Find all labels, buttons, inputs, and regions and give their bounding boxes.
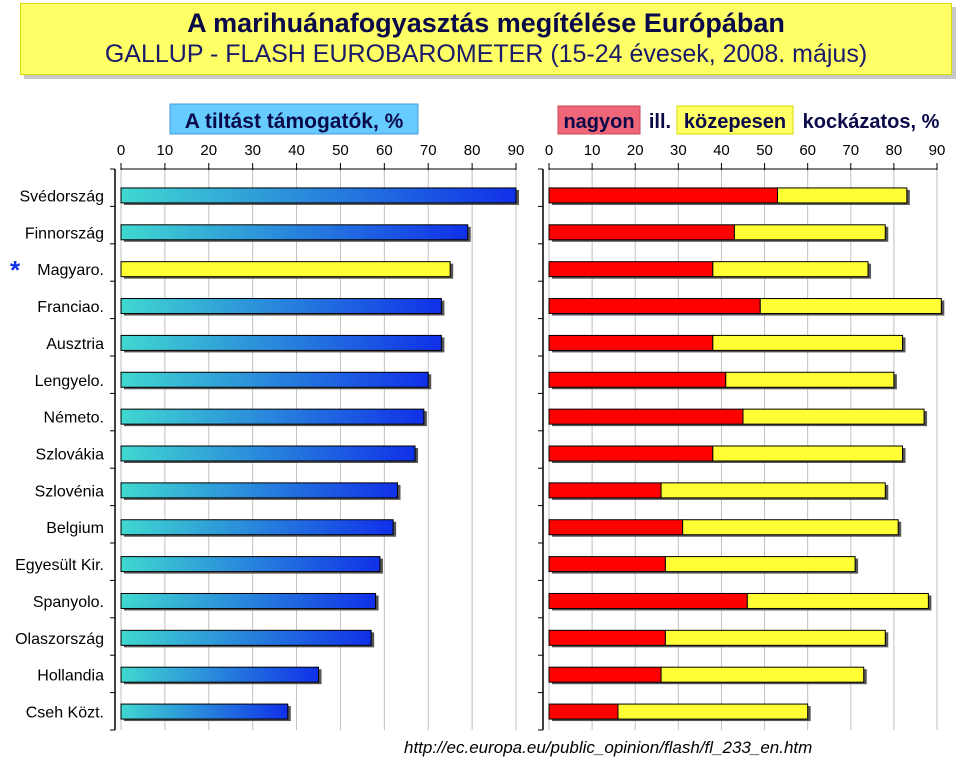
ban-tick-label: 0 (117, 142, 125, 159)
risk-bar-very (548, 298, 761, 315)
ban-bar (120, 371, 429, 388)
ban-bar (120, 334, 442, 351)
ban-bar (120, 703, 289, 720)
ban-support-chart: 0 10 20 30 40 50 60 70 80 90 A tiltást támogatók, … (110, 103, 525, 731)
highlight-asterisk: * (10, 255, 21, 285)
risk-bar-moderately (742, 408, 925, 425)
risk-title-or: ill. (649, 111, 671, 133)
risk-bar-very (548, 445, 714, 462)
ban-bar (120, 187, 517, 204)
ban-tick-label: 90 (508, 142, 525, 159)
risk-bar-very (548, 556, 666, 573)
country-label: Németo. (44, 410, 104, 427)
ban-title-group: A tiltást támogatók, % (169, 103, 419, 135)
ban-tick-label: 40 (288, 142, 305, 159)
ban-bar (120, 666, 319, 683)
risk-tick-label: 50 (756, 142, 773, 159)
ban-tick-label: 10 (157, 142, 174, 159)
country-label: Lengyelo. (35, 373, 104, 390)
risk-tick-label: 20 (627, 142, 644, 159)
risk-title-moderately: közepesen (684, 111, 786, 133)
ban-bar (120, 592, 377, 609)
risk-bar-very (548, 519, 684, 536)
title-banner: A marihuánafogyasztás megítélése Európáb… (20, 3, 952, 75)
ban-tick-label: 70 (420, 142, 437, 159)
ban-bar (120, 298, 442, 315)
risk-tick-label: 10 (584, 142, 601, 159)
ban-tick-label: 20 (200, 142, 217, 159)
ban-tick-label: 30 (244, 142, 261, 159)
chart-subtitle: GALLUP - FLASH EUROBAROMETER (15-24 éves… (104, 40, 868, 68)
risk-bar-very (548, 629, 666, 646)
risk-title-rest: kockázatos, % (803, 111, 940, 133)
risk-bar-moderately (746, 592, 929, 609)
risk-bar-very (548, 408, 744, 425)
ban-bar (120, 482, 398, 499)
country-label: Ausztria (46, 336, 104, 353)
risk-moderate-box (676, 105, 794, 135)
ban-bar (120, 445, 416, 462)
country-label: Egyesült Kir. (15, 557, 104, 574)
risk-bar-very (548, 334, 714, 351)
risk-bar-moderately (664, 629, 886, 646)
ban-bar (120, 261, 451, 278)
risk-bar-moderately (664, 556, 856, 573)
risk-bar-very (548, 592, 748, 609)
country-label: Hollandia (37, 668, 104, 685)
risk-title-very: nagyon (563, 111, 634, 133)
country-label: Belgium (46, 520, 104, 537)
country-label: Magyaro. (37, 262, 104, 279)
country-label: Svédország (20, 188, 105, 205)
country-label: Szlovákia (36, 447, 105, 464)
risk-bar-moderately (660, 666, 865, 683)
ban-bar (120, 224, 469, 241)
risk-tick-label: 70 (842, 142, 859, 159)
ban-bar (120, 519, 394, 536)
ban-title-box (169, 103, 419, 135)
risk-title-group: nagyon ill. közepesen kockázatos, % (557, 105, 940, 135)
risk-chart: 0 10 20 30 40 50 60 70 80 90 nagyon ill. közepesen ko… (538, 105, 946, 731)
risk-tick-label: 60 (799, 142, 816, 159)
risk-bar-very (548, 703, 619, 720)
ban-bar (120, 556, 381, 573)
ban-tick-label: 60 (376, 142, 393, 159)
source-url[interactable]: http://ec.europa.eu/public_opinion/flash… (404, 738, 813, 757)
risk-tick-label: 30 (670, 142, 687, 159)
risk-bar-very (548, 371, 727, 388)
risk-bar-very (548, 261, 714, 278)
ban-tick-label: 80 (464, 142, 481, 159)
risk-bar-moderately (660, 482, 886, 499)
country-label: Olaszország (15, 631, 104, 648)
country-label: Franciao. (37, 299, 104, 316)
risk-bar-moderately (712, 445, 904, 462)
risk-bar-moderately (682, 519, 899, 536)
country-labels: Svédország Finnország Magyaro. * Franciao. Au… (10, 188, 104, 721)
ban-bar (120, 408, 425, 425)
risk-bar-very (548, 666, 662, 683)
risk-tick-label: 0 (545, 142, 553, 159)
risk-bar-moderately (759, 298, 942, 315)
country-label: Szlovénia (35, 483, 104, 500)
country-label: Finnország (25, 225, 104, 242)
risk-bar-moderately (617, 703, 809, 720)
risk-very-box (557, 105, 641, 135)
country-label: Spanyolo. (33, 594, 104, 611)
risk-tick-label: 80 (886, 142, 903, 159)
risk-bar-very (548, 482, 662, 499)
risk-tick-label: 90 (929, 142, 946, 159)
risk-bar-moderately (733, 224, 886, 241)
risk-tick-label: 40 (713, 142, 730, 159)
risk-bar-very (548, 187, 778, 204)
risk-bar-very (548, 224, 735, 241)
risk-bar-moderately (725, 371, 895, 388)
ban-title: A tiltást támogatók, % (185, 110, 404, 133)
ban-bar (120, 629, 372, 646)
risk-bar-moderately (712, 334, 904, 351)
country-label: Cseh Közt. (26, 705, 104, 722)
risk-bar-moderately (712, 261, 869, 278)
ban-tick-label: 50 (332, 142, 349, 159)
chart-title: A marihuánafogyasztás megítélése Európáb… (187, 8, 785, 38)
risk-bar-moderately (776, 187, 908, 204)
